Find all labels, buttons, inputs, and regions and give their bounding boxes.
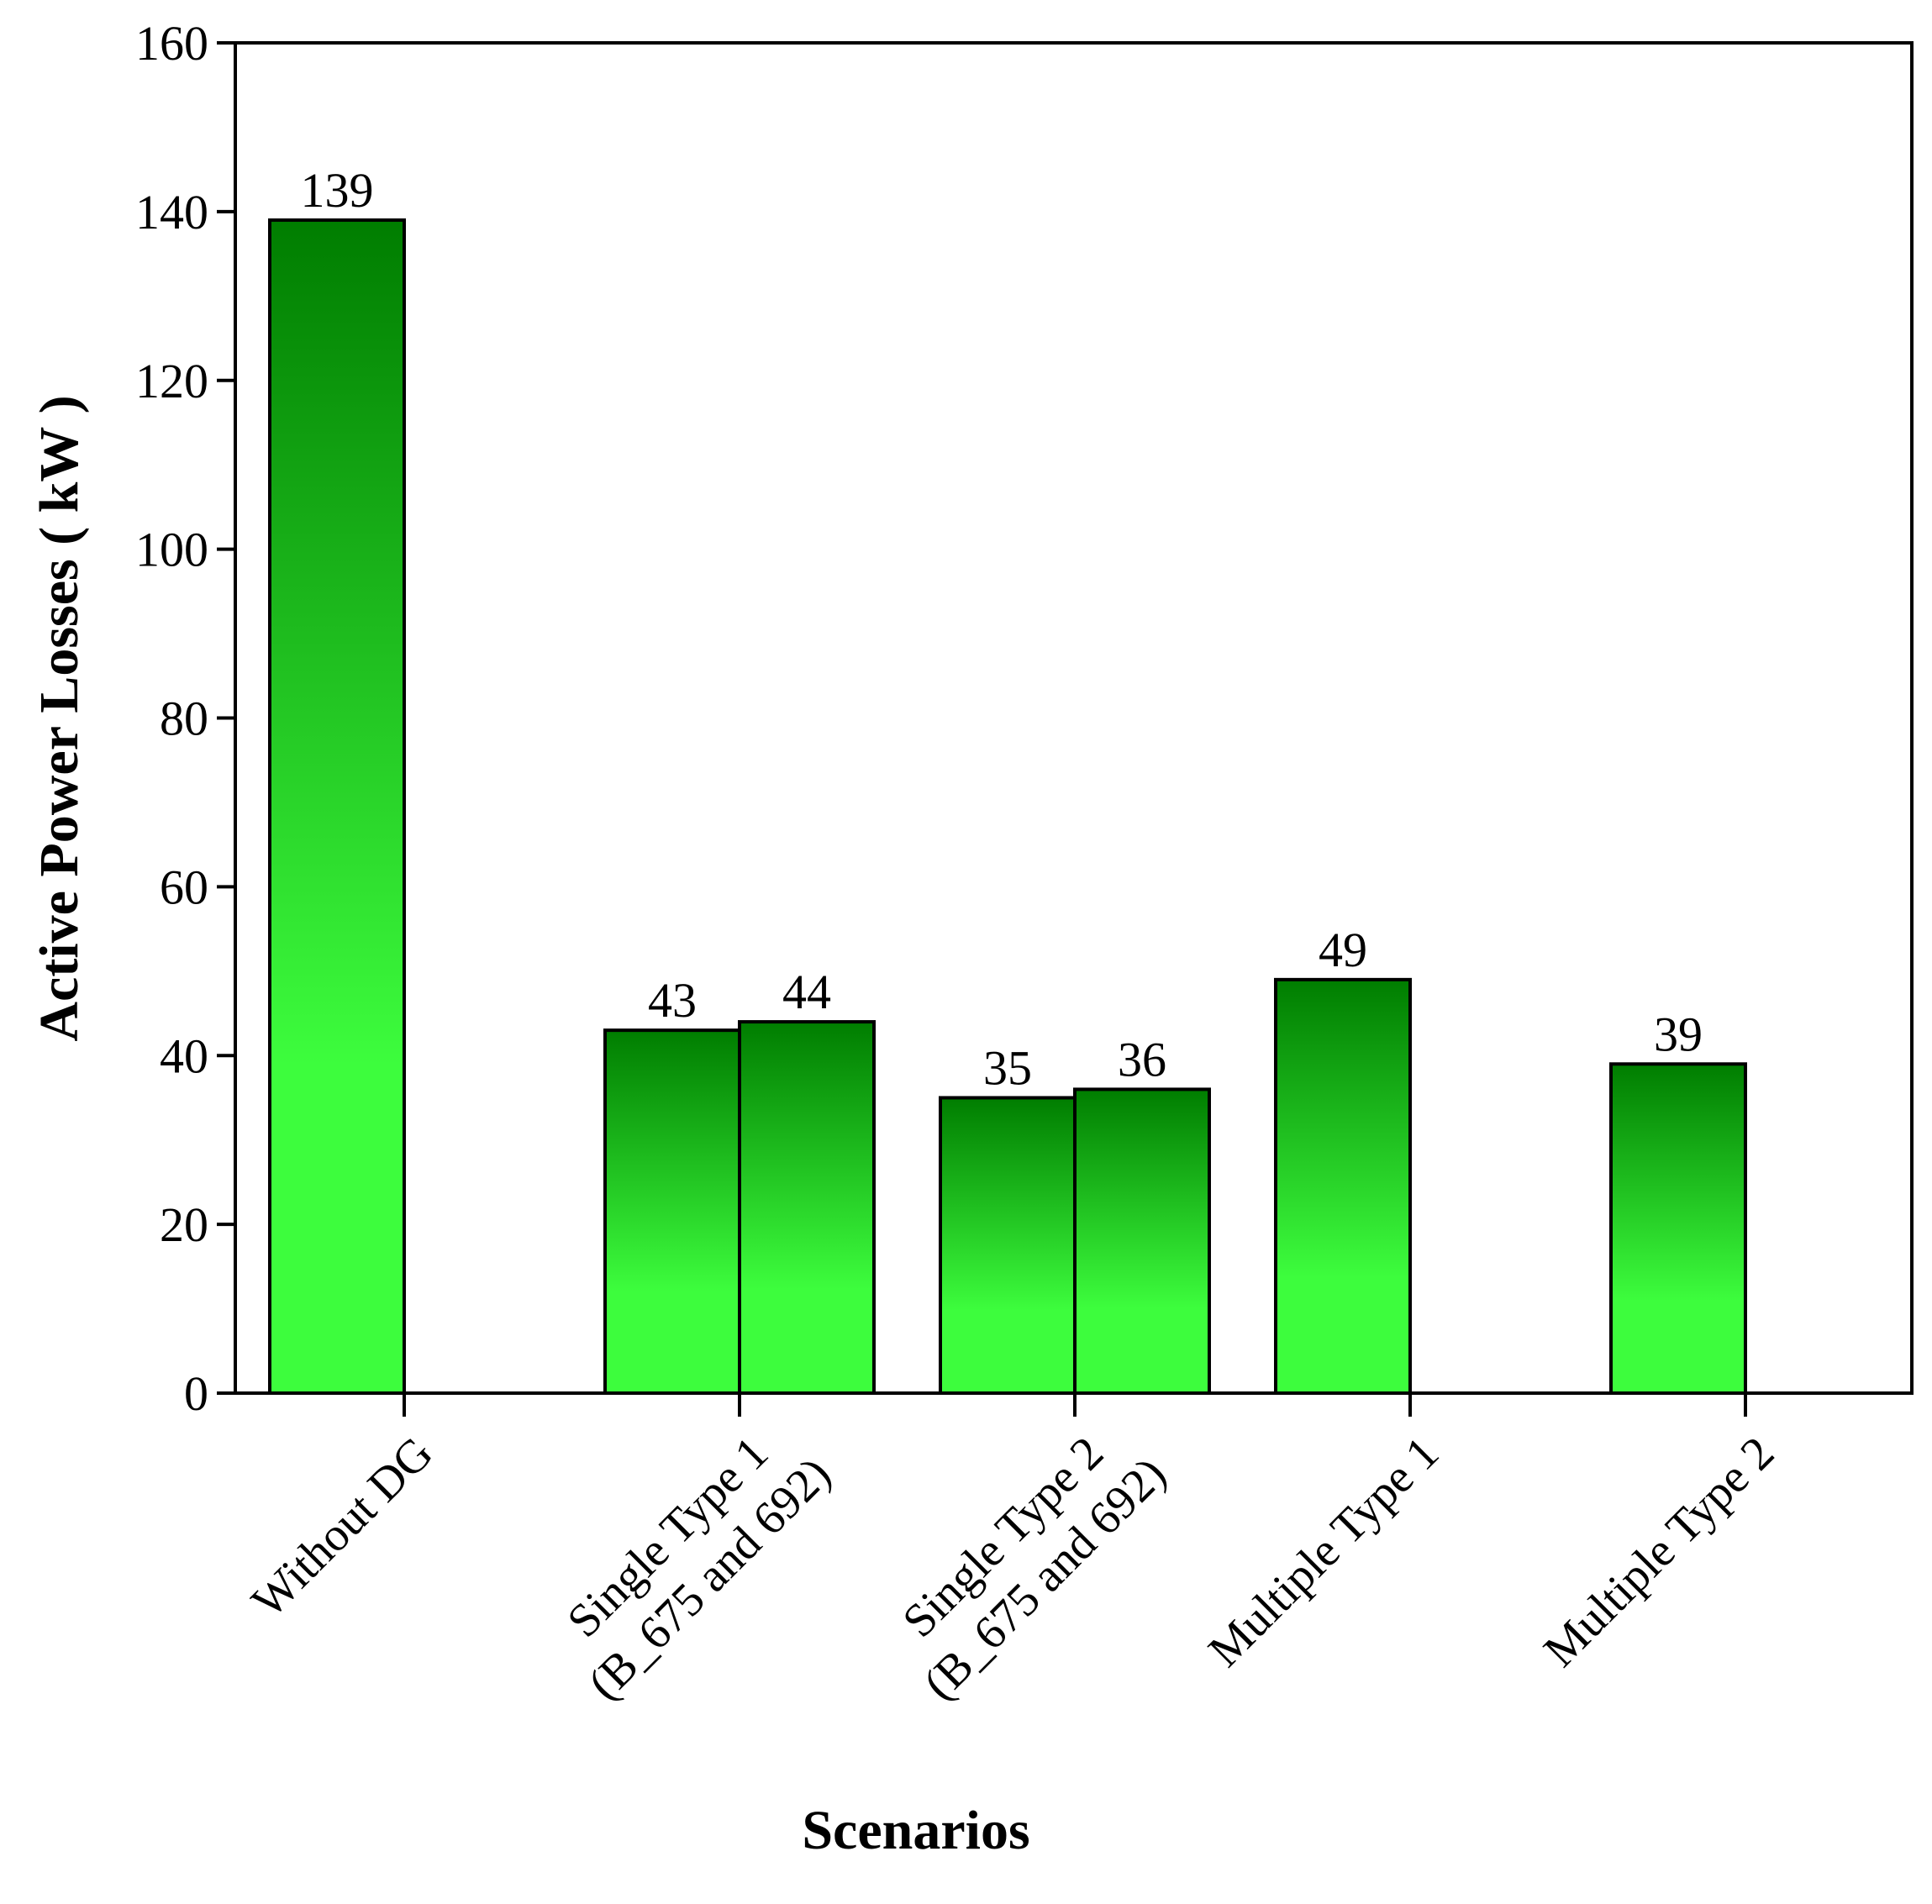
y-tick-label: 60 — [160, 860, 208, 914]
bar — [603, 1028, 741, 1396]
x-tick-label-line: Multiple Type 2 — [1534, 1427, 1784, 1677]
value-label: 35 — [983, 1040, 1032, 1095]
bar — [1609, 1062, 1747, 1395]
x-tick-label-line: Multiple Type 1 — [1198, 1427, 1449, 1677]
x-tick-label: Single Type 1(B_675 and 692) — [558, 1427, 841, 1710]
y-tick-label: 20 — [160, 1197, 208, 1252]
y-tick-label: 100 — [135, 523, 208, 577]
value-label: 43 — [648, 973, 697, 1028]
bar — [1274, 977, 1412, 1395]
bar — [738, 1020, 876, 1395]
bar — [268, 218, 406, 1396]
bar — [1073, 1087, 1211, 1396]
value-label: 49 — [1319, 923, 1367, 977]
value-label: 44 — [782, 965, 831, 1019]
x-tick-label: Multiple Type 2 — [1534, 1427, 1784, 1677]
value-label: 36 — [1118, 1032, 1166, 1086]
value-label: 139 — [301, 163, 374, 218]
y-tick-label: 40 — [160, 1028, 208, 1083]
y-tick-label: 120 — [135, 354, 208, 408]
x-axis-title: Scenarios — [802, 1800, 1029, 1861]
x-tick-label-line: Without DG — [242, 1427, 443, 1628]
plot-frame — [234, 41, 1914, 1395]
x-tick-label: Without DG — [242, 1427, 443, 1628]
x-tick-label: Multiple Type 1 — [1198, 1427, 1449, 1677]
y-axis-title: Active Power Losses ( kW ) — [29, 395, 90, 1041]
y-tick-label: 0 — [184, 1366, 208, 1421]
y-tick-label: 80 — [160, 692, 208, 746]
value-label: 39 — [1654, 1007, 1703, 1061]
x-tick-label: Single Type 2(B_675 and 692) — [893, 1427, 1177, 1710]
bar — [939, 1096, 1077, 1395]
y-tick-label: 140 — [135, 185, 208, 239]
y-tick-label: 160 — [135, 16, 208, 71]
